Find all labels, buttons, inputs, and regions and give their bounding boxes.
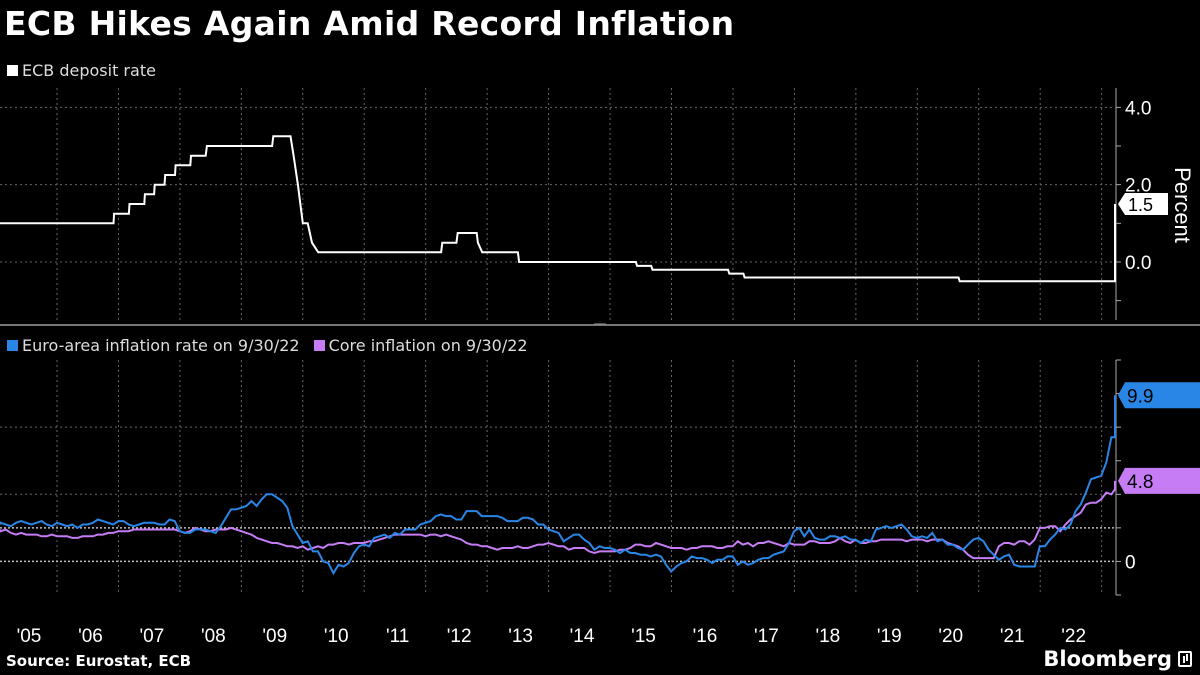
- x-tick-label: '08: [201, 626, 226, 647]
- end-label-core-inflation: 4.8: [1127, 472, 1153, 493]
- end-label-deposit-rate: 1.5: [1128, 195, 1153, 215]
- legend-swatch-headline-inflation: [7, 340, 18, 351]
- y-tick-label-top: 0.0: [1125, 253, 1151, 274]
- legend-item-headline-inflation: Euro-area inflation rate on 9/30/22: [7, 336, 300, 355]
- end-label-box-core-inflation: [1118, 467, 1200, 494]
- brand-label: Bloomberg: [1043, 647, 1172, 671]
- y-tick-label-top: 4.0: [1125, 98, 1151, 119]
- bloomberg-logo: Bloomberg: [1043, 647, 1192, 671]
- x-tick-label: '16: [693, 626, 718, 647]
- x-tick-label: '12: [447, 626, 472, 647]
- x-tick-label: '21: [1000, 626, 1025, 647]
- headline-inflation-line: [0, 395, 1116, 576]
- x-tick-label: '14: [570, 626, 595, 647]
- legend-swatch-deposit-rate: [7, 65, 18, 76]
- legend-item-deposit-rate: ECB deposit rate: [7, 61, 156, 80]
- legend-label-deposit-rate: ECB deposit rate: [22, 61, 156, 80]
- y-axis-label-top: Percent: [1170, 167, 1195, 243]
- x-tick-label: '13: [508, 626, 533, 647]
- end-label-headline-inflation: 9.9: [1127, 386, 1153, 407]
- y-tick-label-bottom: 0: [1125, 552, 1136, 573]
- x-tick-label: '18: [815, 626, 840, 647]
- legend-label-headline-inflation: Euro-area inflation rate on 9/30/22: [22, 336, 300, 355]
- bottom-panel-legend: Euro-area inflation rate on 9/30/22 Core…: [7, 336, 542, 355]
- legend-swatch-core-inflation: [313, 340, 325, 351]
- x-tick-label: '06: [78, 626, 103, 647]
- chart-title: ECB Hikes Again Amid Record Inflation: [4, 4, 735, 43]
- end-label-box-deposit-rate: [1118, 193, 1168, 215]
- deposit-rate-line: [0, 135, 1116, 283]
- top-panel-legend: ECB deposit rate: [7, 61, 170, 80]
- x-tick-label: '05: [17, 626, 42, 647]
- x-tick-label: '15: [631, 626, 656, 647]
- core-inflation-line: [0, 480, 1116, 560]
- x-tick-label: '10: [324, 626, 349, 647]
- x-tick-label: '20: [938, 626, 963, 647]
- x-tick-label: '07: [140, 626, 165, 647]
- x-tick-label: '19: [877, 626, 902, 647]
- end-label-box-headline-inflation: [1118, 382, 1200, 409]
- legend-item-core-inflation: Core inflation on 9/30/22: [313, 336, 528, 355]
- source-note: Source: Eurostat, ECB: [6, 652, 192, 670]
- x-tick-label: '17: [754, 626, 779, 647]
- bloomberg-terminal-icon: [1178, 651, 1192, 667]
- legend-label-core-inflation: Core inflation on 9/30/22: [328, 336, 528, 355]
- y-tick-label-top: 2.0: [1125, 176, 1151, 197]
- x-tick-label: '09: [262, 626, 287, 647]
- x-tick-label: '11: [386, 626, 409, 647]
- x-tick-label: '22: [1061, 626, 1086, 647]
